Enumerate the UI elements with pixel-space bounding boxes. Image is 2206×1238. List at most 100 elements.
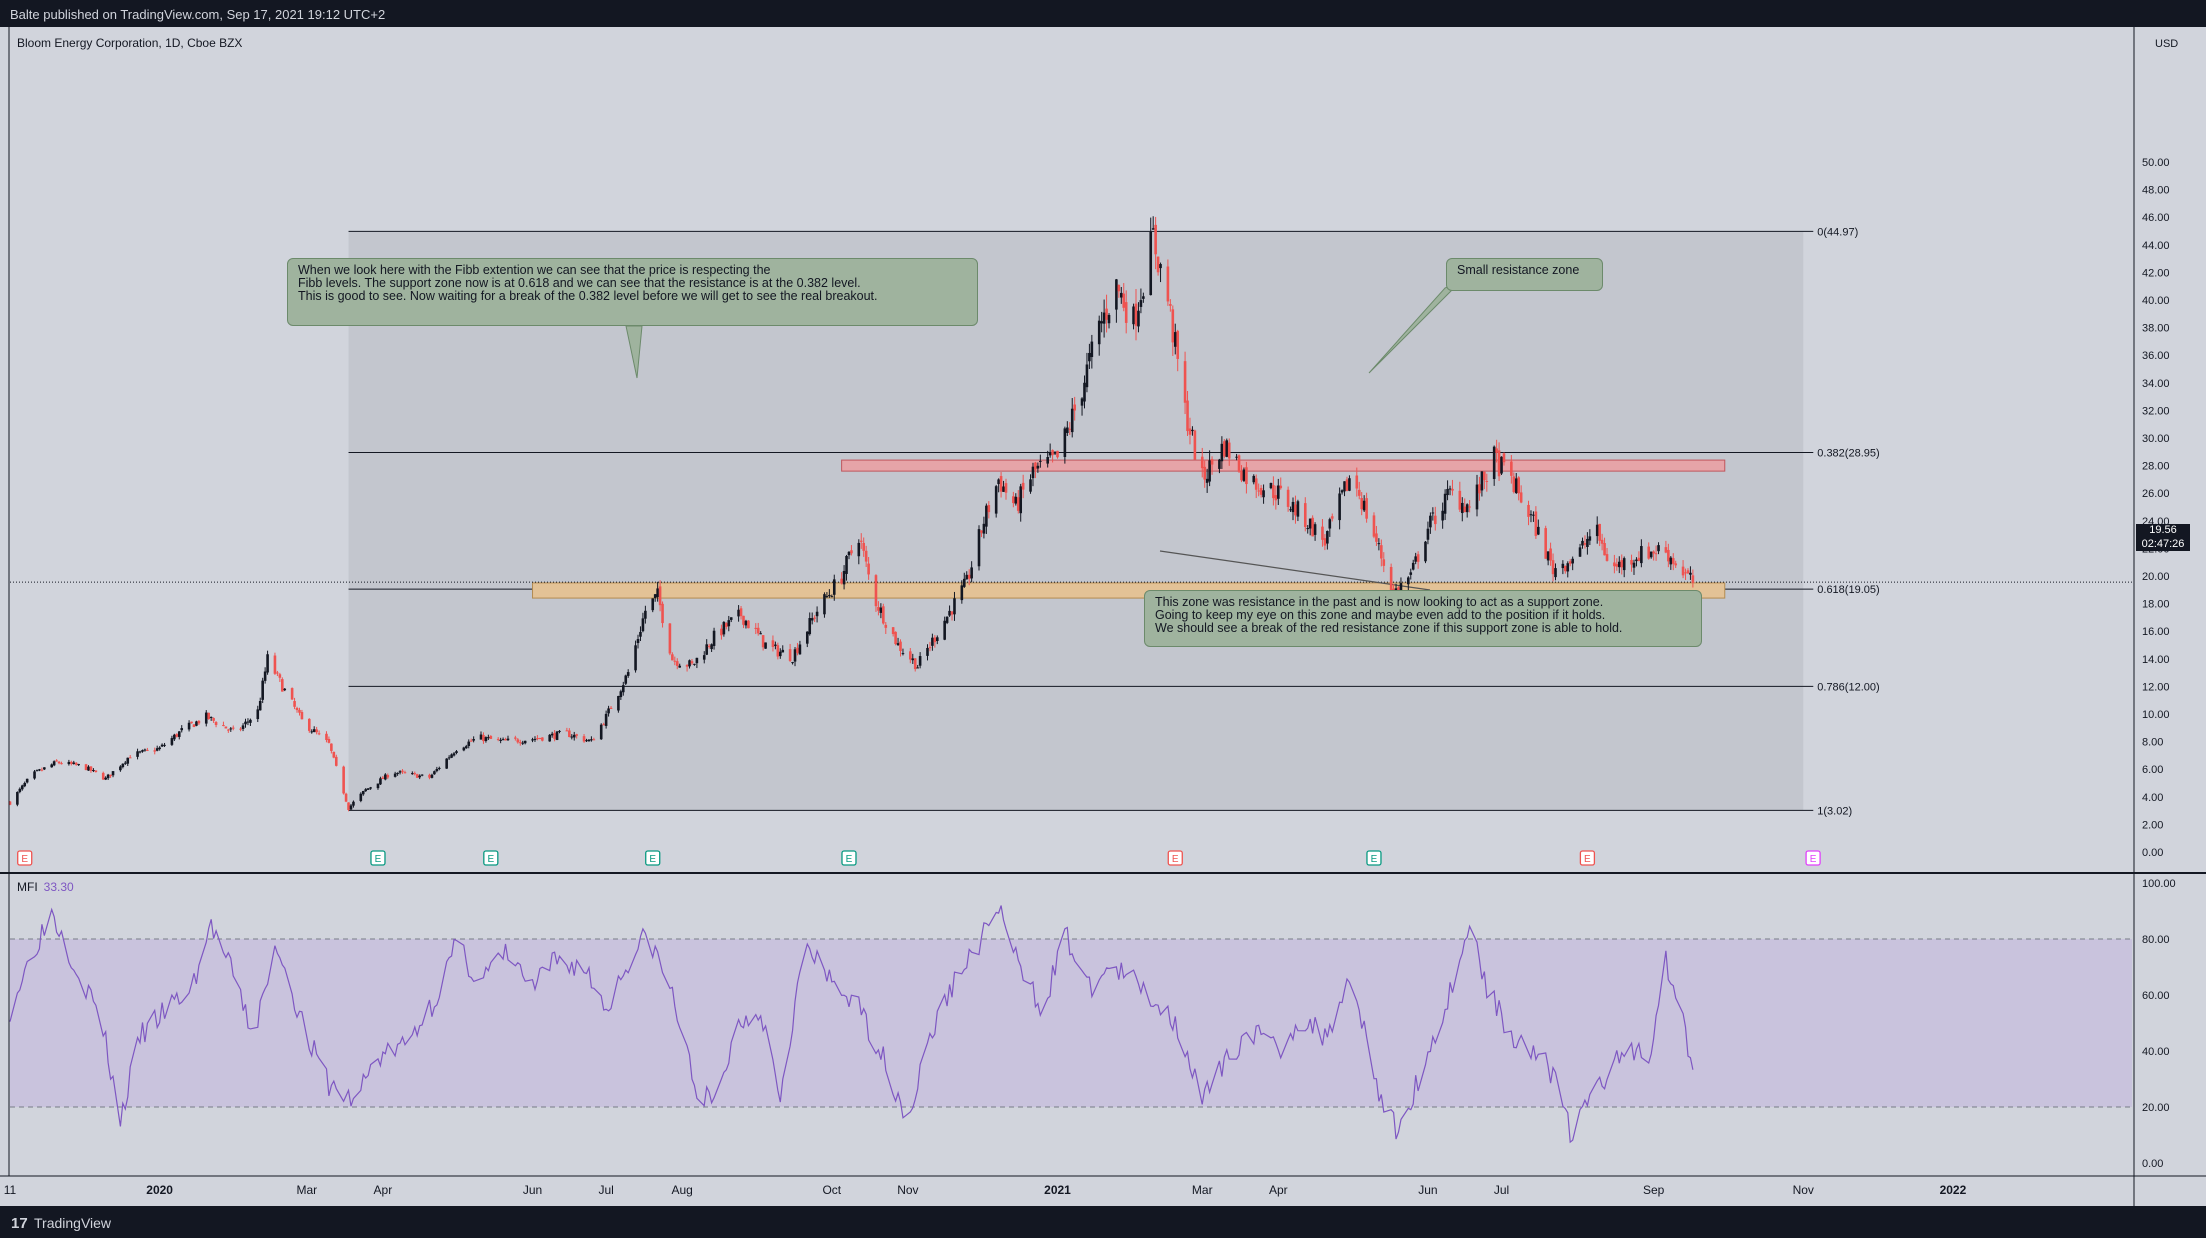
price-tick-label: 48.00 xyxy=(2142,185,2170,197)
candle-body xyxy=(40,769,44,771)
candle-body xyxy=(764,642,767,649)
candle-body xyxy=(1002,486,1005,492)
candle-body xyxy=(874,575,878,607)
time-tick-label: Oct xyxy=(822,1183,841,1197)
candle-body xyxy=(1519,492,1523,503)
candle-body xyxy=(626,672,630,676)
candle-body xyxy=(536,738,539,740)
candle-body xyxy=(1100,321,1103,324)
candle-body xyxy=(469,740,473,742)
candle-body xyxy=(1186,400,1189,432)
price-tick-label: 12.00 xyxy=(2142,681,2170,693)
candle-body xyxy=(1458,490,1462,510)
candle-body xyxy=(1551,560,1555,575)
candle-body xyxy=(487,737,490,739)
candle-body xyxy=(396,772,399,774)
candle-body xyxy=(1443,493,1447,514)
earnings-marker-label: E xyxy=(375,854,382,865)
mfi-value: 33.30 xyxy=(43,880,74,894)
candle-body xyxy=(1581,540,1584,546)
candle-body xyxy=(712,630,716,646)
candle-body xyxy=(592,739,596,741)
mfi-tick-label: 100.00 xyxy=(2142,878,2176,890)
candle-body xyxy=(1066,427,1069,433)
candle-body xyxy=(1620,560,1624,568)
time-tick-label: Jun xyxy=(1418,1183,1437,1197)
candle-body xyxy=(273,655,277,674)
candle-body xyxy=(609,707,613,710)
time-tick-label: Jul xyxy=(598,1183,613,1197)
candle-body xyxy=(1056,450,1059,458)
candle-body xyxy=(678,665,682,668)
candle-body xyxy=(266,654,269,673)
candle-body xyxy=(840,578,843,584)
candle-body xyxy=(87,766,90,771)
candle-body xyxy=(931,637,934,646)
candle-body xyxy=(575,734,578,736)
candle-body xyxy=(1257,490,1260,492)
candle-body xyxy=(778,651,782,657)
candle-body xyxy=(548,734,551,742)
candle-body xyxy=(1328,519,1332,529)
candle-body xyxy=(295,707,299,711)
time-tick-label: Aug xyxy=(671,1183,692,1197)
candle-body xyxy=(1090,341,1094,358)
candle-body xyxy=(369,787,372,789)
candle-body xyxy=(693,663,696,665)
time-tick-label: Mar xyxy=(296,1183,317,1197)
candle-body xyxy=(1097,320,1101,345)
earnings-marker xyxy=(1805,850,1821,866)
candle-body xyxy=(413,773,417,775)
candle-body xyxy=(1355,475,1359,489)
candle-body xyxy=(1357,489,1361,496)
candle-body xyxy=(1169,304,1172,306)
candle-body xyxy=(847,551,851,556)
candle-body xyxy=(1377,543,1381,545)
candle-body xyxy=(533,738,537,740)
candle-body xyxy=(793,649,797,662)
candle-body xyxy=(246,721,250,723)
candle-body xyxy=(685,665,689,667)
earnings-marker-label: E xyxy=(1584,854,1591,865)
candle-body xyxy=(884,624,888,628)
candle-body xyxy=(1460,502,1464,514)
candle-body xyxy=(1122,293,1126,308)
chart-canvas[interactable]: 0(44.97) 0.382(28.95) 0.618(19.05) 0.786(12… xyxy=(0,27,2206,1206)
candle-body xyxy=(1220,443,1224,462)
candle-body xyxy=(1016,497,1020,511)
candle-body xyxy=(1345,479,1349,491)
candle-body xyxy=(1537,526,1540,535)
candle-body xyxy=(1495,448,1498,453)
candle-body xyxy=(231,727,235,729)
candle-body xyxy=(307,718,311,731)
callout-fibb-note[interactable]: When we look here with the Fibb extentio… xyxy=(287,258,978,326)
candle-body xyxy=(1210,459,1214,465)
candle-body xyxy=(948,610,951,616)
candle-body xyxy=(1012,496,1015,504)
candle-body xyxy=(916,667,919,669)
candle-body xyxy=(810,618,814,621)
candle-body xyxy=(1546,551,1550,561)
candle-body xyxy=(1463,506,1467,513)
candle-body xyxy=(1083,382,1086,402)
candle-body xyxy=(1392,588,1395,591)
candle-body xyxy=(1372,515,1376,537)
mfi-tick-label: 0.00 xyxy=(2142,1158,2163,1170)
candle-body xyxy=(89,766,93,771)
candle-body xyxy=(482,735,485,742)
candle-body xyxy=(1088,352,1091,362)
candle-body xyxy=(55,760,58,762)
callout-resistance-note[interactable]: Small resistance zone xyxy=(1446,258,1603,291)
candle-body xyxy=(462,747,466,751)
candle-body xyxy=(702,655,706,660)
candle-body xyxy=(153,750,157,752)
candle-body xyxy=(756,627,760,634)
candle-body xyxy=(1173,332,1177,347)
candle-body xyxy=(209,716,213,718)
candle-body xyxy=(94,770,98,773)
candle-body xyxy=(1409,572,1413,575)
candle-body xyxy=(222,725,225,727)
callout-support-note[interactable]: This zone was resistance in the past and… xyxy=(1144,590,1702,647)
candle-body xyxy=(281,679,284,692)
price-tick-label: 46.00 xyxy=(2142,212,2170,224)
